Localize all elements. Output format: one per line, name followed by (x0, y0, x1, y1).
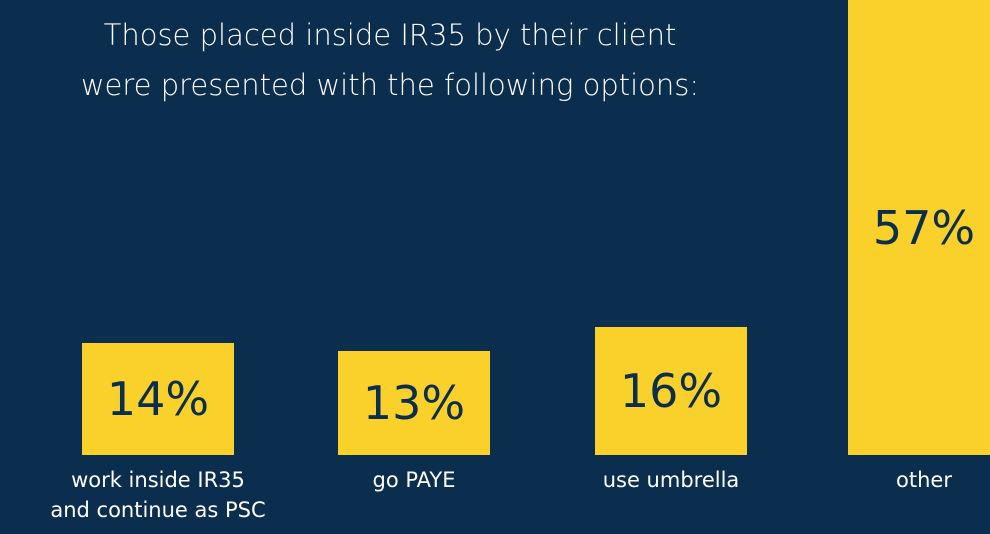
category-label: go PAYE (372, 468, 456, 492)
value-label: 16% (619, 364, 723, 419)
bar: 57% (848, 0, 990, 455)
bar: 14% (82, 343, 234, 455)
bar: 16% (595, 327, 747, 455)
bar: 13% (338, 351, 490, 455)
chart-title: Those placed inside IR35 by their client… (80, 18, 700, 102)
category-label: other (896, 468, 952, 492)
value-label: 57% (872, 200, 976, 255)
value-label: 13% (362, 376, 466, 431)
category-label: use umbrella (602, 468, 740, 492)
category-label: work inside IR35 and continue as PSC (50, 468, 266, 522)
value-label: 14% (106, 372, 210, 427)
